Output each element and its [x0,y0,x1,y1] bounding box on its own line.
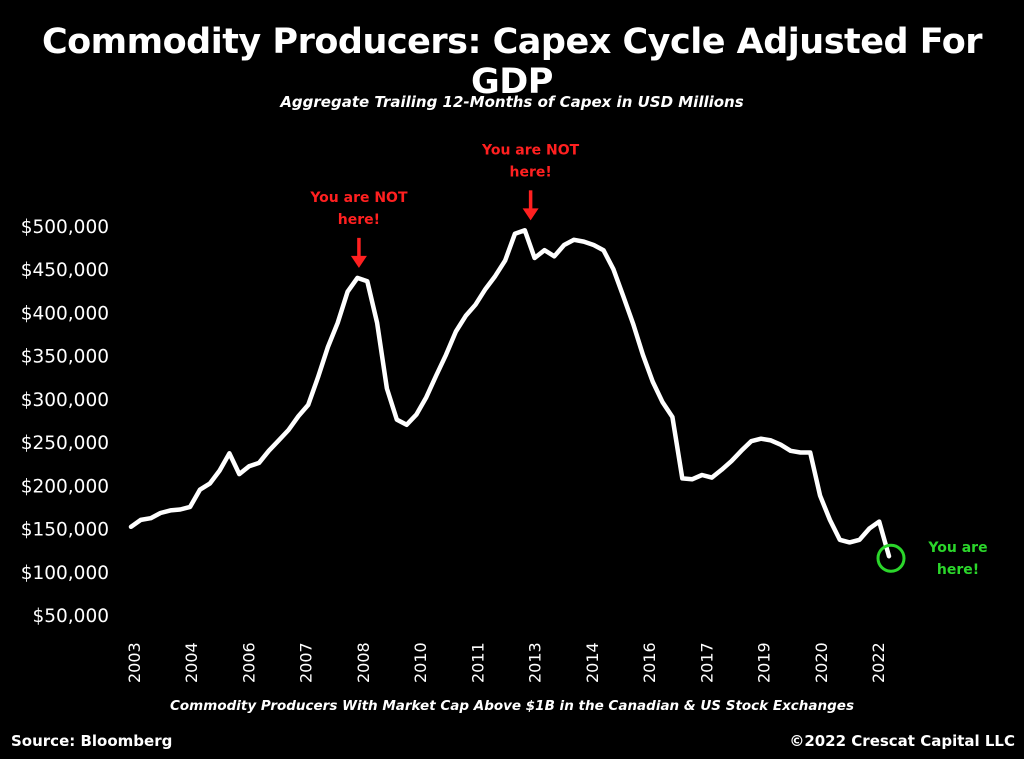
annotation-text: You are NOT [309,190,408,206]
x-tick-label: 2006 [239,642,258,683]
annotations-group: You are NOT here! You are NOT here! You are h… [309,142,987,578]
x-tick-label: 2010 [411,642,430,683]
annotation-text: here! [338,212,380,228]
x-tick-label: 2017 [697,642,716,683]
y-tick-label: $150,000 [21,520,109,541]
annotation-text: You are [927,540,987,556]
current-point-circle [876,543,906,573]
x-tick-label: 2013 [526,642,545,683]
x-tick-label: 2007 [297,642,316,683]
x-tick-label: 2008 [354,642,373,683]
y-tick-label: $500,000 [21,217,109,238]
x-tick-label: 2004 [182,642,201,683]
chart-title: Commodity Producers: Capex Cycle Adjuste… [41,22,983,102]
source-note: Source: Bloomberg [11,732,173,750]
x-tick-label: 2003 [125,642,144,683]
chart-subtitle: Aggregate Trailing 12-Months of Capex in… [280,93,744,111]
x-tick-label: 2014 [583,642,602,683]
down-arrow-icon [350,255,367,268]
x-tick-label: 2019 [755,642,774,683]
annotation-text: here! [509,164,551,180]
y-tick-label: $300,000 [21,390,109,411]
y-tick-label: $400,000 [21,303,109,324]
x-axis: 2003 2004 2006 2007 2008 2010 2011 2013 2014 2016… [125,642,888,683]
y-tick-label: $450,000 [21,260,109,281]
x-tick-label: 2011 [468,642,487,683]
x-tick-label: 2022 [869,642,888,683]
y-tick-label: $50,000 [32,606,109,627]
y-tick-label: $200,000 [21,476,109,497]
y-axis: $500,000 $450,000 $400,000 $350,000 $300,000… [21,217,109,627]
annotation-text: You are NOT [481,142,580,158]
annotation-text: here! [937,562,979,578]
down-arrow-icon [522,208,539,221]
series-group [128,228,892,559]
copyright-note: ©2022 Crescat Capital LLC [789,732,1015,750]
y-tick-label: $350,000 [21,347,109,368]
capex-series-line [128,228,892,559]
x-axis-caption: Commodity Producers With Market Cap Abov… [170,698,854,714]
x-tick-label: 2020 [812,642,831,683]
y-tick-label: $250,000 [21,433,109,454]
y-tick-label: $100,000 [21,563,109,584]
x-tick-label: 2016 [640,642,659,683]
